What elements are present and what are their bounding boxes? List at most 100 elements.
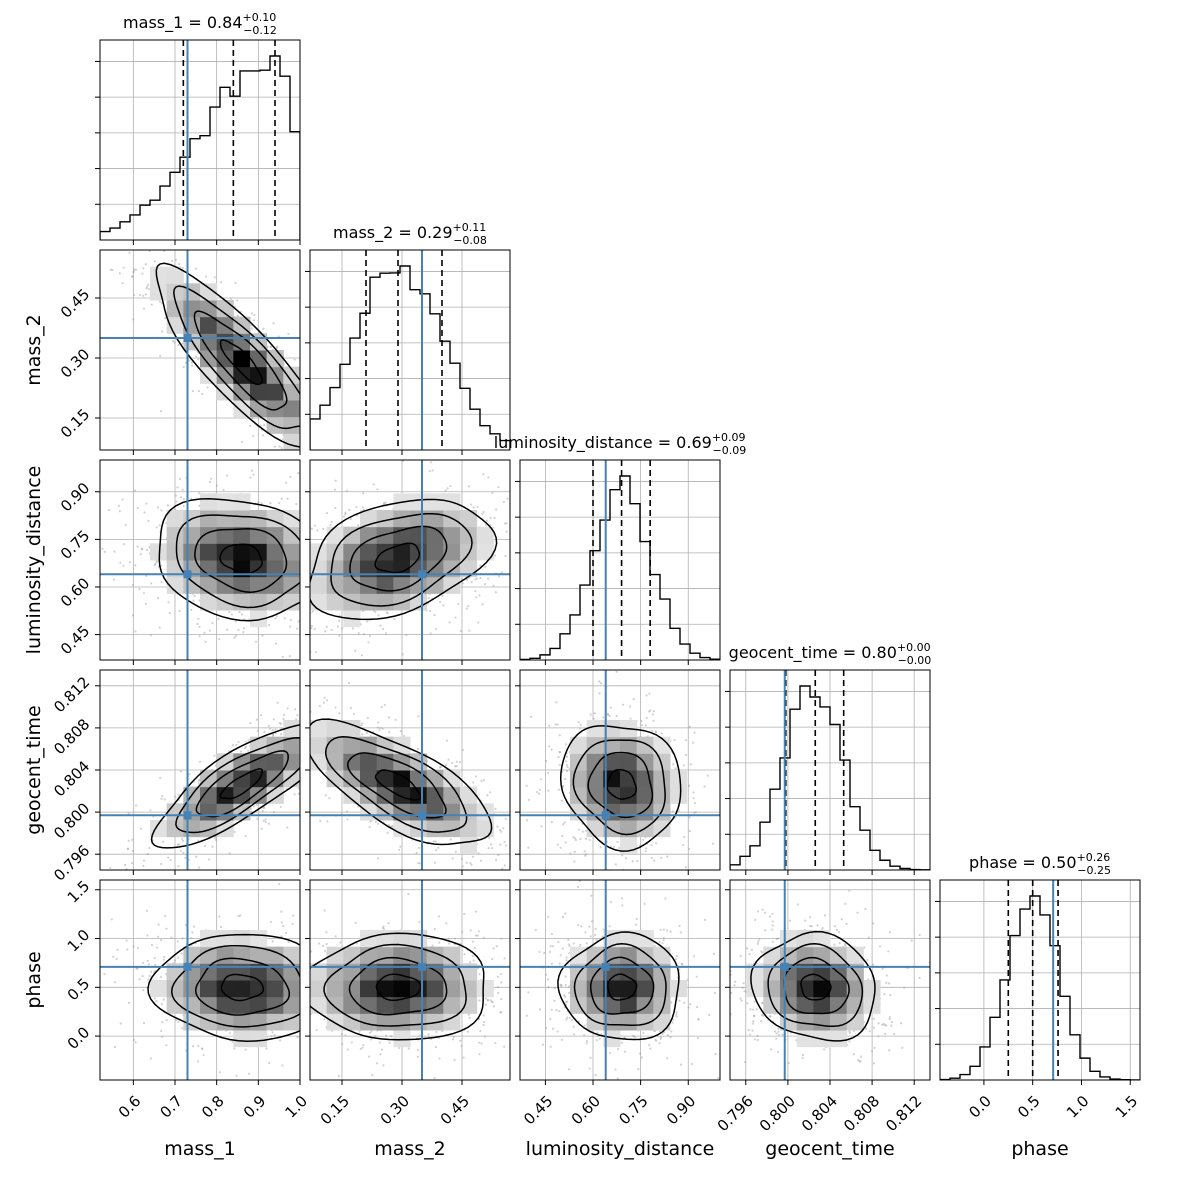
scatter-point — [294, 700, 296, 702]
scatter-point — [324, 716, 326, 718]
scatter-point — [107, 208, 109, 210]
scatter-point — [531, 488, 533, 490]
scatter-point — [198, 390, 200, 392]
scatter-point — [478, 852, 480, 854]
scatter-point — [295, 618, 297, 620]
scatter-point — [151, 304, 153, 306]
scatter-point — [191, 364, 193, 366]
scatter-point — [344, 513, 346, 515]
scatter-point — [193, 595, 195, 597]
scatter-point — [124, 864, 126, 866]
scatter-point — [261, 635, 263, 637]
density-cell — [233, 510, 250, 527]
scatter-point — [323, 711, 325, 713]
scatter-point — [110, 269, 112, 271]
scatter-point — [304, 568, 306, 570]
scatter-point — [97, 553, 99, 555]
scatter-point — [334, 439, 336, 441]
scatter-point — [557, 723, 559, 725]
scatter-point — [652, 713, 654, 715]
scatter-point — [289, 672, 291, 674]
scatter-point — [300, 739, 302, 741]
scatter-point — [694, 802, 696, 804]
scatter-point — [143, 308, 145, 310]
density-cell — [217, 350, 234, 367]
truth-marker — [418, 811, 426, 819]
scatter-point — [594, 712, 596, 714]
density-cell — [167, 543, 184, 560]
scatter-point — [685, 739, 687, 741]
scatter-point — [362, 506, 364, 508]
scatter-point — [268, 624, 270, 626]
scatter-point — [471, 581, 473, 583]
scatter-point — [565, 743, 567, 745]
scatter-point — [692, 742, 694, 744]
scatter-point — [234, 637, 236, 639]
scatter-point — [331, 464, 333, 466]
scatter-point — [457, 603, 459, 605]
scatter-point — [289, 655, 291, 657]
scatter-point — [494, 554, 496, 556]
truth-marker — [602, 811, 610, 819]
scatter-point — [128, 252, 130, 254]
scatter-point — [158, 924, 160, 926]
scatter-point — [181, 342, 183, 344]
scatter-point — [324, 630, 326, 632]
scatter-point — [118, 505, 120, 507]
scatter-point — [301, 585, 303, 587]
scatter-point — [327, 517, 329, 519]
scatter-point — [268, 725, 270, 727]
scatter-point — [103, 973, 105, 975]
scatter-point — [683, 836, 685, 838]
scatter-point — [561, 800, 563, 802]
scatter-point — [526, 819, 528, 821]
scatter-point — [132, 271, 134, 273]
scatter-point — [678, 898, 680, 900]
scatter-point — [432, 469, 434, 471]
density-cell — [183, 543, 200, 560]
density-cells — [150, 493, 301, 627]
scatter-point — [301, 560, 303, 562]
scatter-point — [355, 695, 357, 697]
scatter-point — [305, 736, 307, 738]
scatter-point — [296, 714, 298, 716]
scatter-point — [237, 629, 239, 631]
scatter-point — [456, 765, 458, 767]
scatter-point — [453, 903, 455, 905]
scatter-point — [119, 510, 121, 512]
scatter-point — [565, 760, 567, 762]
scatter-point — [304, 730, 306, 732]
scatter-point — [302, 1030, 304, 1032]
density-cell — [343, 593, 360, 610]
scatter-point — [104, 551, 106, 553]
scatter-point — [257, 730, 259, 732]
scatter-point — [325, 794, 327, 796]
scatter-point — [506, 522, 508, 524]
scatter-point — [651, 730, 653, 732]
scatter-point — [146, 228, 148, 230]
scatter-point — [180, 850, 182, 852]
scatter-point — [182, 505, 184, 507]
scatter-point — [253, 319, 255, 321]
scatter-point — [306, 574, 308, 576]
scatter-point — [305, 389, 307, 391]
scatter-point — [238, 611, 240, 613]
scatter-point — [256, 804, 258, 806]
scatter-point — [300, 744, 302, 746]
scatter-point — [554, 723, 556, 725]
scatter-point — [473, 874, 475, 876]
scatter-point — [303, 712, 305, 714]
scatter-point — [117, 232, 119, 234]
scatter-point — [305, 561, 307, 563]
scatter-point — [314, 524, 316, 526]
scatter-point — [303, 563, 305, 565]
scatter-point — [149, 809, 151, 811]
scatter-point — [338, 708, 340, 710]
scatter-point — [304, 985, 306, 987]
scatter-point — [304, 426, 306, 428]
scatter-point — [253, 314, 255, 316]
density-cell — [283, 433, 300, 450]
scatter-point — [123, 543, 125, 545]
scatter-point — [486, 520, 488, 522]
